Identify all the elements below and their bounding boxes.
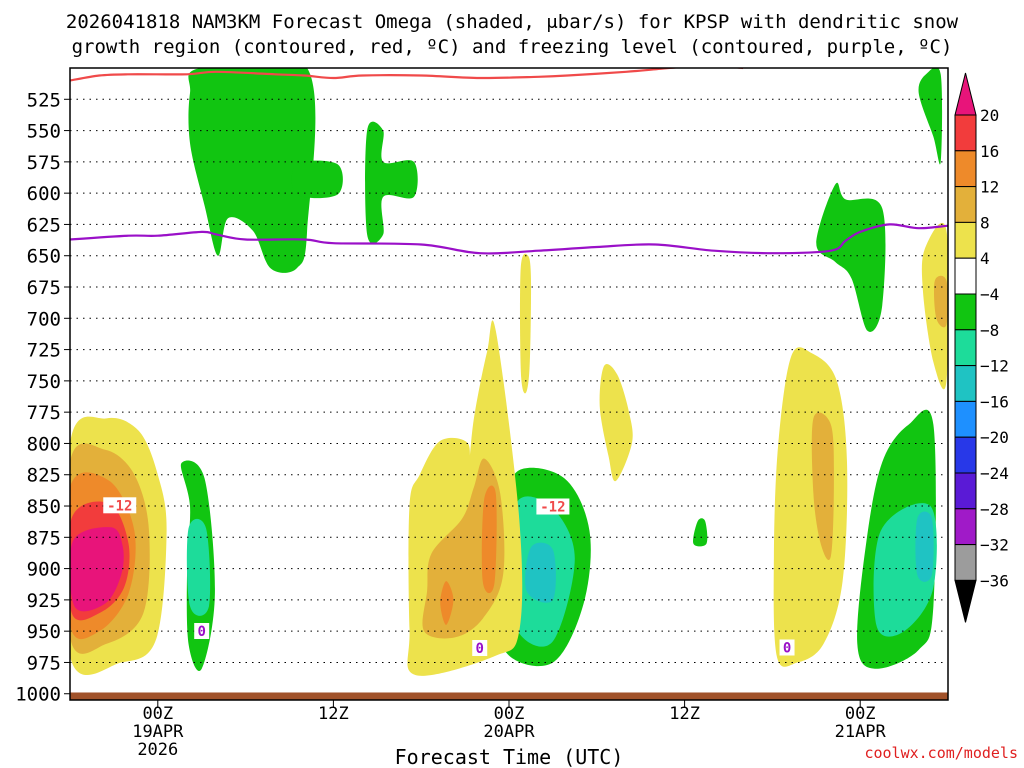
omega-area-neg4 <box>291 160 343 199</box>
x-tick-label-48: 00Z <box>845 704 876 724</box>
dgz-minus12-contour-label-0: -12 <box>107 498 132 514</box>
omega-area-20 <box>70 527 124 612</box>
colorbar-swatch-10 <box>954 472 977 510</box>
colorbar-label-6: −8 <box>980 321 999 340</box>
y-tick-label-700: 700 <box>27 308 61 330</box>
omega-area-4 <box>599 363 633 482</box>
x-tick-date-24: 20APR <box>483 722 535 742</box>
freezing-level-contour-label-0: 0 <box>197 624 205 640</box>
colorbar-swatch-3 <box>954 221 977 259</box>
dgz-minus12-contour-label-bg-0 <box>103 497 137 514</box>
y-tick-label-800: 800 <box>27 433 61 455</box>
watermark: coolwx.com/models <box>864 744 1018 762</box>
colorbar-swatch-4 <box>954 257 977 295</box>
colorbar-swatch-1 <box>954 150 977 188</box>
x-tick-date-48: 21APR <box>835 722 887 742</box>
omega-area-neg4 <box>918 68 943 165</box>
y-tick-label-825: 825 <box>27 465 61 487</box>
colorbar-label-0: 20 <box>980 106 999 125</box>
colorbar-swatch-0 <box>954 114 977 152</box>
colorbar-swatch-7 <box>954 365 977 402</box>
y-tick-label-550: 550 <box>27 121 61 143</box>
contour-lines: -12 -12 0 0 0 <box>70 68 948 657</box>
y-tick-label-725: 725 <box>27 340 61 362</box>
x-tick-label-36: 12Z <box>669 704 700 724</box>
omega-area-neg8 <box>186 518 211 616</box>
ground-layer <box>70 692 948 700</box>
y-tick-label-525: 525 <box>27 89 61 111</box>
omega-area-8 <box>811 412 834 561</box>
freezing-level-contour-label-bg-0 <box>194 623 210 639</box>
y-tick-label-900: 900 <box>27 559 61 581</box>
y-tick-label-850: 850 <box>27 496 61 518</box>
y-tick-label-1000: 1000 <box>15 684 61 706</box>
colorbar-label-1: 16 <box>980 142 999 161</box>
omega-area-neg12 <box>525 542 556 603</box>
colorbar-label-12: −32 <box>980 536 1009 555</box>
x-tick-label-24: 00Z <box>494 704 525 724</box>
y-tick-label-625: 625 <box>27 214 61 236</box>
omega-area-neg4 <box>816 182 886 332</box>
colorbar-swatch-12 <box>954 544 977 581</box>
y-tick-label-950: 950 <box>27 621 61 643</box>
omega-area-neg4 <box>188 68 316 273</box>
chart-title-line1: 2026041818 NAM3KM Forecast Omega (shaded… <box>66 11 959 33</box>
dgz-minus12-contour <box>70 68 744 82</box>
y-tick-label-675: 675 <box>27 277 61 299</box>
colorbar-label-4: 4 <box>980 249 990 268</box>
freezing-level-contour <box>70 223 948 255</box>
colorbar-label-5: −4 <box>980 285 999 304</box>
freezing-level-contour-label-bg-2 <box>779 639 795 656</box>
colorbar-label-9: −20 <box>980 428 1009 447</box>
omega-area-4 <box>519 253 532 394</box>
dgz-minus12-contour-label-1: -12 <box>540 500 565 516</box>
colorbar-swatch-11 <box>954 508 977 546</box>
omega-area-neg4 <box>365 121 418 244</box>
x-tick-label-0: 00Z <box>142 704 173 724</box>
y-tick-label-975: 975 <box>27 652 61 674</box>
colorbar-top-arrow <box>954 72 977 116</box>
omega-area-8 <box>933 275 948 328</box>
dgz-minus12-contour-label-bg-1 <box>536 498 570 515</box>
colorbar-swatch-5 <box>954 293 977 331</box>
freezing-level-contour-label-bg-1 <box>472 640 488 656</box>
freezing-level-contour-label-2: 0 <box>783 641 791 657</box>
x-axis-label: Forecast Time (UTC) <box>395 745 624 768</box>
freezing-level-contour-label-1: 0 <box>476 641 484 657</box>
colorbar-label-2: 12 <box>980 178 999 197</box>
colorbar-swatch-8 <box>954 400 977 438</box>
y-tick-label-600: 600 <box>27 183 61 205</box>
colorbar-bottom-arrow <box>954 579 977 623</box>
x-tick-date-0: 19APR <box>132 722 184 742</box>
omega-area-neg4 <box>693 518 708 547</box>
colorbar-label-8: −16 <box>980 392 1009 411</box>
y-tick-label-925: 925 <box>27 590 61 612</box>
omega-colorbar: 20 16 12 8 4 −4 −8 −12 −16 −20 −24 −28 −32 −36 <box>954 72 1009 623</box>
colorbar-label-10: −24 <box>980 464 1009 483</box>
pressure-axis: 525 550 575 600 625 650 675 700 725 750 775 800 825 8… <box>15 89 70 706</box>
y-tick-label-875: 875 <box>27 527 61 549</box>
colorbar-label-11: −28 <box>980 500 1009 519</box>
omega-area-neg12 <box>915 511 934 582</box>
colorbar-swatch-6 <box>954 329 977 367</box>
omega-area-12 <box>481 485 497 594</box>
x-tick-label-12: 12Z <box>318 704 349 724</box>
omega-shaded-areas <box>70 68 948 676</box>
y-tick-label-575: 575 <box>27 152 61 174</box>
x-tick-year-0: 2026 <box>137 740 178 760</box>
y-tick-label-775: 775 <box>27 402 61 424</box>
omega-area-4 <box>773 347 848 667</box>
colorbar-swatch-9 <box>954 436 977 474</box>
ground-band <box>70 692 948 700</box>
y-tick-label-650: 650 <box>27 246 61 268</box>
y-tick-label-750: 750 <box>27 371 61 393</box>
colorbar-label-13: −36 <box>980 571 1009 590</box>
chart-title-line2: growth region (contoured, red, ºC) and f… <box>72 36 953 58</box>
colorbar-label-3: 8 <box>980 213 990 232</box>
omega-area-12 <box>440 581 454 625</box>
colorbar-swatch-2 <box>954 186 977 223</box>
colorbar-label-7: −12 <box>980 357 1009 376</box>
